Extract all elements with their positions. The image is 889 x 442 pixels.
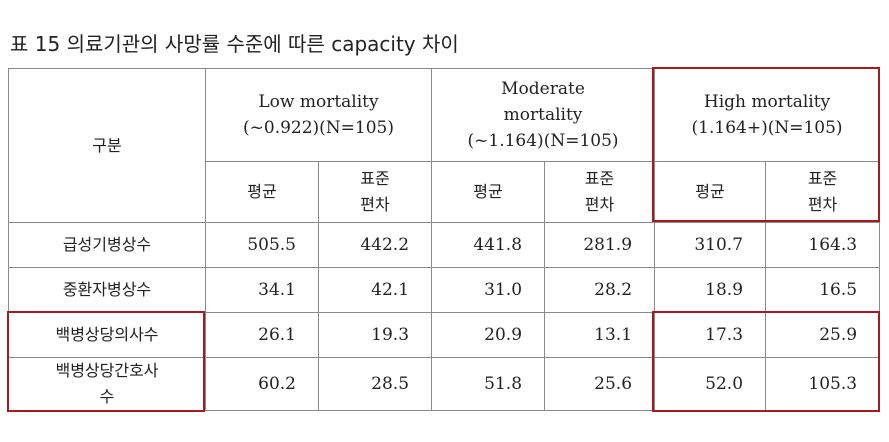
table-cell: 51.8 [431, 357, 546, 411]
table-cell: 25.9 [765, 312, 881, 358]
group-header-low: Low mortality (~0.922)(N=105) [204, 68, 433, 162]
subheader-mean: 평균 [654, 161, 767, 223]
table-cell: 164.3 [765, 222, 881, 268]
subheader-sd: 표준 편차 [765, 161, 881, 223]
row-label: 급성기병상수 [8, 222, 206, 268]
subheader-sd: 표준 편차 [544, 161, 656, 223]
table-cell: 16.5 [765, 267, 881, 313]
table-cell: 20.9 [431, 312, 546, 358]
table-cell: 19.3 [317, 312, 433, 358]
table-cell: 281.9 [544, 222, 656, 268]
table-row: 중환자병상수 34.1 42.1 31.0 28.2 18.9 16.5 [8, 267, 881, 313]
table-cell: 28.2 [544, 267, 656, 313]
group-header-moderate: Moderate mortality (~1.164)(N=105) [431, 68, 656, 162]
table-row: 백병상당의사수 26.1 19.3 20.9 13.1 17.3 25.9 [8, 312, 881, 358]
header-corner: 구분 [8, 68, 206, 223]
table-cell: 505.5 [205, 222, 319, 268]
table-caption: 표 15 의료기관의 사망률 수준에 따른 capacity 차이 [10, 32, 459, 56]
table-cell: 18.9 [654, 267, 767, 313]
row-label: 백병상당의사수 [8, 312, 206, 358]
subheader-sd: 표준 편차 [317, 161, 433, 223]
table-cell: 52.0 [654, 357, 767, 411]
table-cell: 60.2 [205, 357, 319, 411]
table-cell: 105.3 [765, 357, 881, 411]
subheader-mean: 평균 [431, 161, 546, 223]
table-cell: 34.1 [205, 267, 319, 313]
table-cell: 42.1 [317, 267, 433, 313]
table-cell: 442.2 [317, 222, 433, 268]
group-header-high: High mortality (1.164+)(N=105) [654, 68, 881, 162]
table-cell: 17.3 [654, 312, 767, 358]
capacity-table: 구분 Low mortality (~0.922)(N=105) Moderat… [8, 68, 881, 411]
table-cell: 13.1 [544, 312, 656, 358]
row-label: 중환자병상수 [8, 267, 206, 313]
table-cell: 31.0 [431, 267, 546, 313]
table-row: 급성기병상수 505.5 442.2 441.8 281.9 310.7 164… [8, 222, 881, 268]
table-row: 백병상당간호사 수 60.2 28.5 51.8 25.6 52.0 105.3 [8, 357, 881, 411]
table-cell: 441.8 [431, 222, 546, 268]
subheader-mean: 평균 [205, 161, 319, 223]
table-cell: 25.6 [544, 357, 656, 411]
table-cell: 26.1 [205, 312, 319, 358]
table-cell: 310.7 [654, 222, 767, 268]
table-cell: 28.5 [317, 357, 433, 411]
row-label: 백병상당간호사 수 [8, 357, 206, 411]
